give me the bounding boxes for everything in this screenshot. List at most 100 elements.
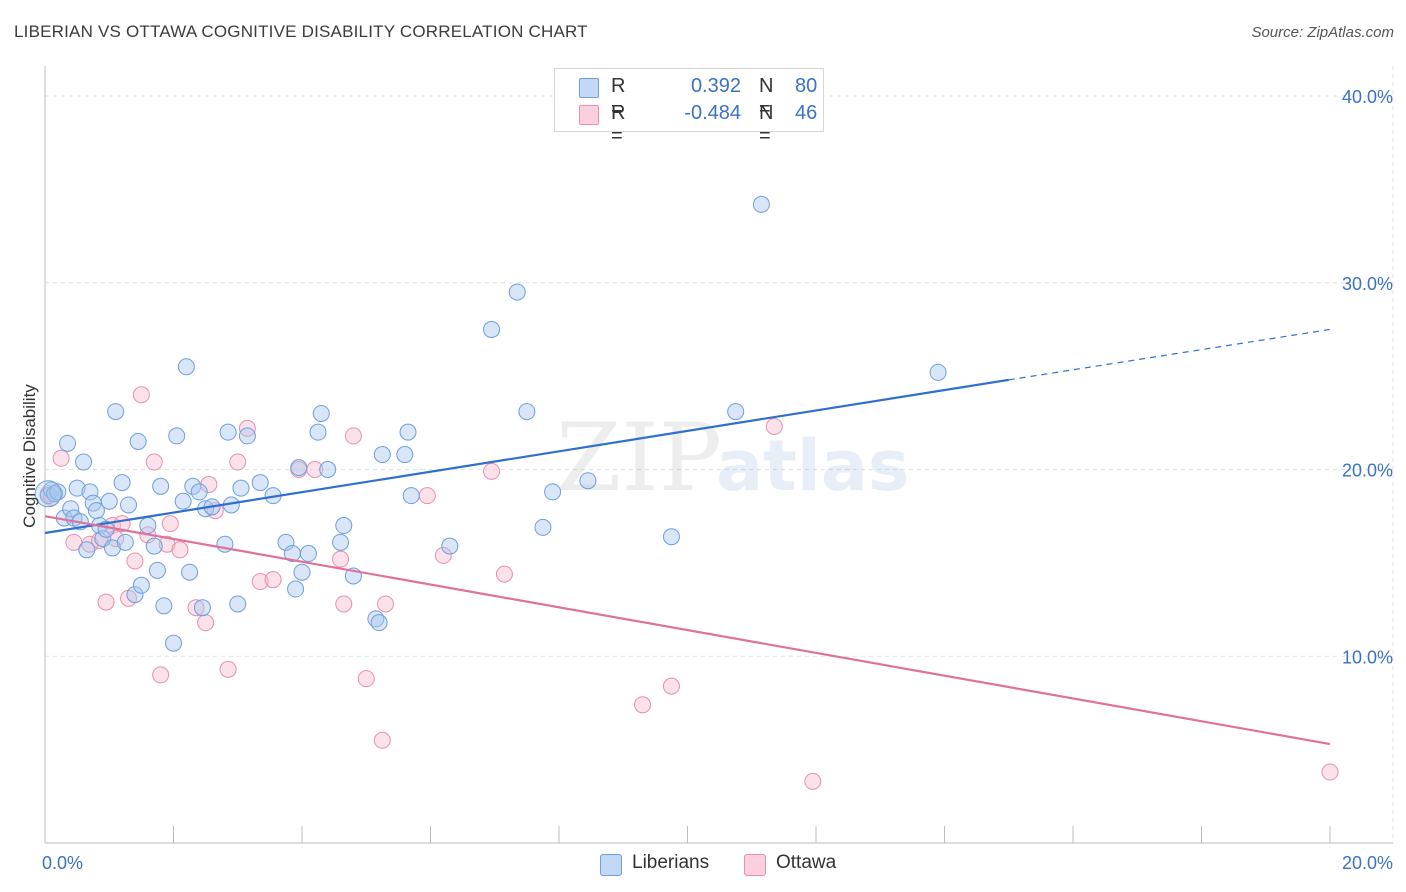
liberians-point xyxy=(68,479,86,497)
liberians-point xyxy=(251,474,269,492)
ottawa-point xyxy=(377,595,395,613)
legend-label: Liberians xyxy=(632,852,710,873)
liberians-point xyxy=(309,423,327,441)
ottawa-point xyxy=(251,573,269,591)
liberians-point xyxy=(312,404,330,422)
liberians-swatch xyxy=(579,78,599,98)
ottawa-point xyxy=(332,550,350,568)
watermark: ZIP atlas xyxy=(556,404,910,513)
ottawa-point xyxy=(145,453,163,471)
ottawa-point xyxy=(81,535,99,553)
ottawa-point xyxy=(229,453,247,471)
liberians-point xyxy=(373,446,391,464)
ottawa-point xyxy=(765,418,783,436)
r-label: R = xyxy=(611,102,626,147)
ottawa-point xyxy=(357,670,375,688)
liberians-point xyxy=(534,518,552,536)
liberians-point xyxy=(193,599,211,617)
ottawa-point xyxy=(197,614,215,632)
liberians-point xyxy=(579,472,597,490)
liberians-point xyxy=(34,480,62,508)
liberians-point xyxy=(174,492,192,510)
ottawa-swatch xyxy=(744,854,766,876)
ottawa-point xyxy=(52,449,70,467)
r-label: R = xyxy=(611,75,626,120)
liberians-point xyxy=(319,461,337,478)
watermark-zip: ZIP xyxy=(556,404,722,513)
liberians-point xyxy=(139,517,157,535)
y-tick-label: 10.0% xyxy=(1342,647,1393,667)
liberians-point xyxy=(181,563,199,581)
liberians-point xyxy=(177,358,195,376)
liberians-point xyxy=(219,423,237,441)
grid-lines xyxy=(45,66,1394,843)
ottawa-point xyxy=(264,571,282,589)
n-value: 46 xyxy=(795,102,818,124)
liberians-point xyxy=(145,537,163,555)
liberians-point xyxy=(81,483,99,501)
n-label: N = xyxy=(759,102,774,147)
liberians-point xyxy=(49,483,67,501)
ottawa-point xyxy=(132,386,150,404)
r-value: -0.484 xyxy=(684,102,741,124)
ottawa-point xyxy=(495,565,513,583)
liberians-point xyxy=(370,614,388,632)
liberians-point xyxy=(168,427,186,445)
ottawa-point xyxy=(152,666,170,684)
liberians-point xyxy=(299,545,317,563)
y-tick-label: 40.0% xyxy=(1342,87,1393,107)
liberians-point xyxy=(402,487,420,505)
liberians-point xyxy=(132,576,150,594)
liberians-point xyxy=(399,423,417,441)
n-value: 80 xyxy=(795,75,818,97)
liberians-point xyxy=(483,320,501,338)
liberians-point xyxy=(129,432,147,450)
liberians-point xyxy=(184,477,202,495)
liberians-trend-extension xyxy=(1008,328,1331,381)
liberians-point xyxy=(544,483,562,501)
ottawa-point xyxy=(161,515,179,533)
chart-title: LIBERIAN VS OTTAWA COGNITIVE DISABILITY … xyxy=(14,22,588,41)
ottawa-trend-line xyxy=(44,515,1331,746)
ottawa-point xyxy=(434,546,452,564)
liberians-point xyxy=(752,195,770,213)
ottawa-point xyxy=(344,427,362,445)
ottawa-point xyxy=(373,731,391,749)
liberians-swatch xyxy=(600,854,622,876)
liberians-point xyxy=(116,533,134,551)
axes xyxy=(44,66,1393,844)
liberians-point xyxy=(229,595,247,613)
x-tick-label: 0.0% xyxy=(42,853,83,873)
ottawa-point xyxy=(634,696,652,714)
legend-label: Ottawa xyxy=(776,852,837,873)
liberians-point xyxy=(518,403,536,421)
liberians-point xyxy=(929,363,947,381)
ottawa-point xyxy=(187,599,205,617)
y-tick-labels: 10.0% 20.0% 30.0% 40.0% xyxy=(1342,87,1393,667)
ottawa-swatch xyxy=(579,105,599,125)
liberians-point xyxy=(662,528,680,546)
stats-legend: R = 0.392 N = 80 R = -0.484 N = 46 xyxy=(554,68,824,147)
ottawa-point xyxy=(335,595,353,613)
liberians-point xyxy=(287,580,305,598)
liberians-point xyxy=(727,403,745,421)
ottawa-point xyxy=(126,552,144,570)
liberians-point xyxy=(100,492,118,510)
liberians-point xyxy=(120,496,138,514)
n-label: N = xyxy=(759,75,774,120)
liberians-point xyxy=(39,487,57,505)
ottawa-point xyxy=(238,419,256,437)
liberians-point xyxy=(293,563,311,581)
ottawa-point xyxy=(483,462,501,480)
x-tick-labels: 0.0% 20.0% xyxy=(42,853,1393,873)
y-tick-label: 20.0% xyxy=(1342,461,1393,481)
liberians-trend-line xyxy=(44,378,1009,535)
ottawa-point xyxy=(158,535,176,553)
liberians-point xyxy=(165,634,182,652)
liberians-point xyxy=(152,477,170,495)
liberians-point xyxy=(232,479,250,497)
chart-source: Source: ZipAtlas.com xyxy=(1251,24,1394,41)
ottawa-point xyxy=(662,677,680,695)
liberians-point xyxy=(148,561,166,579)
liberians-point xyxy=(113,474,131,492)
